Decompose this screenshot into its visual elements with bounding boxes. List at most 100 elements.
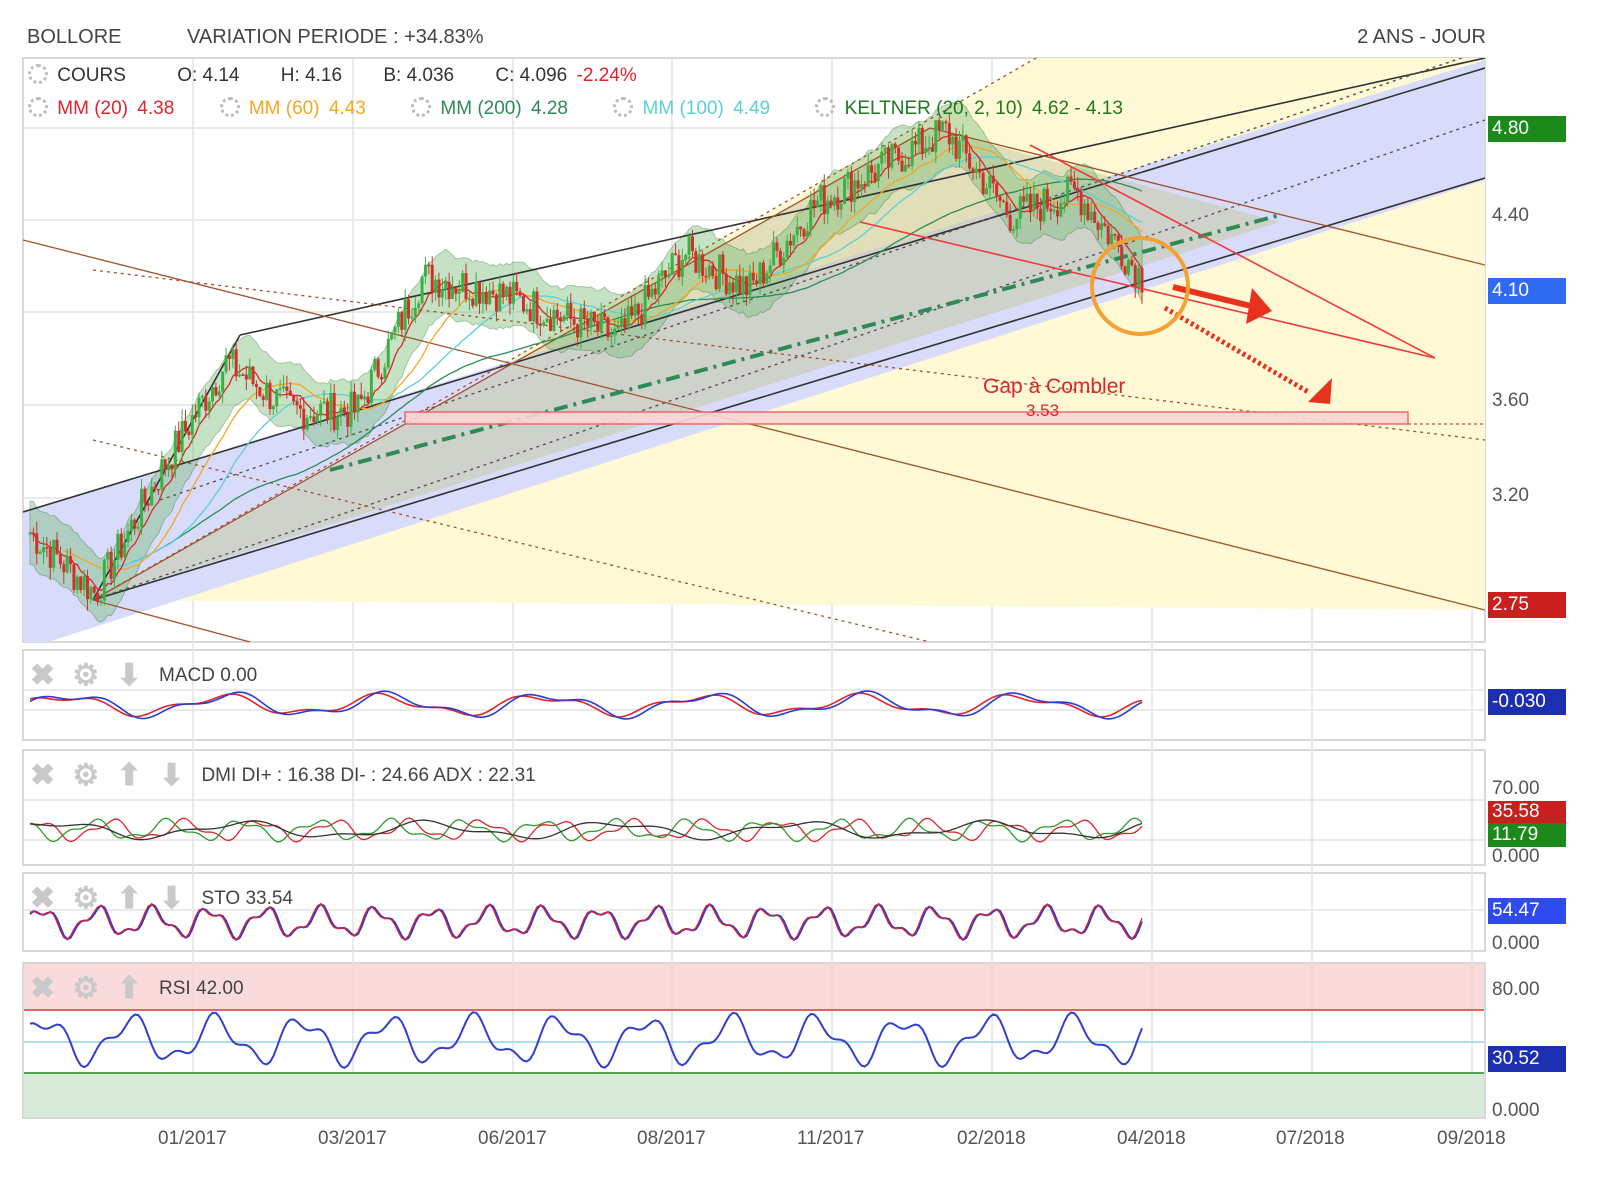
candle-body xyxy=(985,188,989,195)
candle-body xyxy=(633,303,637,316)
legend-indicators-row: MM (20) 4.38 MM (60) 4.43 MM (200) 4.28 … xyxy=(28,97,1127,120)
candle-body xyxy=(893,143,897,148)
candle-body xyxy=(613,328,617,336)
candle-body xyxy=(170,464,174,470)
candle-body xyxy=(1079,191,1083,216)
candle-body xyxy=(711,265,715,276)
candle-body xyxy=(413,307,417,317)
candle-body xyxy=(596,321,600,332)
candle-body xyxy=(572,318,576,325)
candle-body xyxy=(1103,223,1107,226)
x-tick: 04/2018 xyxy=(1117,1128,1186,1149)
candle-body xyxy=(133,519,137,529)
candle-body xyxy=(194,415,198,418)
gear-icon[interactable]: ⚙ xyxy=(72,882,100,915)
candle-body xyxy=(136,526,140,529)
candle-body xyxy=(859,184,863,189)
mm100-value: 4.49 xyxy=(733,98,771,119)
arrow-up-icon[interactable]: ⬆ xyxy=(116,759,142,792)
candle-body xyxy=(28,532,32,535)
price-tick: 4.40 xyxy=(1492,205,1529,226)
close-icon[interactable]: ✖ xyxy=(30,759,56,792)
symbol-title: BOLLORE xyxy=(27,26,122,48)
gear-icon[interactable] xyxy=(815,97,836,117)
arrow-up-icon[interactable]: ⬆ xyxy=(116,972,142,1005)
candle-body xyxy=(153,486,157,489)
candle-body xyxy=(849,171,853,203)
gear-icon[interactable] xyxy=(28,64,48,84)
sto-value: 33.54 xyxy=(245,888,293,909)
close-icon[interactable]: ✖ xyxy=(30,659,56,692)
candle-body xyxy=(481,292,485,304)
candle-body xyxy=(85,576,89,600)
candle-body xyxy=(62,564,66,573)
candle-body xyxy=(417,303,421,308)
rsi-tag: 30.52 xyxy=(1488,1046,1566,1072)
candle-body xyxy=(680,260,684,277)
arrow-up-icon[interactable]: ⬆ xyxy=(116,882,142,915)
candle-body xyxy=(1005,201,1009,215)
close-icon[interactable]: ✖ xyxy=(30,972,56,1005)
candle-body xyxy=(1096,222,1100,230)
candle-body xyxy=(822,185,826,215)
candle-body xyxy=(227,355,231,359)
candle-body xyxy=(396,311,400,327)
period-selector[interactable]: 2 ANS - JOUR xyxy=(1357,26,1486,48)
candle-body xyxy=(356,394,360,413)
rsi-tick-bottom: 0.000 xyxy=(1492,1100,1540,1121)
candle-body xyxy=(420,276,424,304)
candle-body xyxy=(1069,176,1073,182)
gear-icon[interactable]: ⚙ xyxy=(72,659,100,692)
candle-body xyxy=(545,318,549,323)
candle-body xyxy=(684,254,688,261)
candle-body xyxy=(647,284,651,297)
x-tick: 06/2017 xyxy=(478,1128,547,1149)
price-tag-last: 4.10 xyxy=(1488,278,1566,304)
x-tick: 02/2018 xyxy=(957,1128,1026,1149)
mm200-value: 4.28 xyxy=(530,98,568,119)
candle-body xyxy=(478,282,482,304)
candle-body xyxy=(805,230,809,237)
candle-body xyxy=(464,273,468,300)
candle-body xyxy=(734,275,738,293)
price-tag-low: 2.75 xyxy=(1488,592,1566,618)
candle-body xyxy=(393,326,397,333)
high-value: H: 4.16 xyxy=(280,65,343,86)
gear-icon[interactable]: ⚙ xyxy=(72,972,100,1005)
gear-icon[interactable]: ⚙ xyxy=(72,759,100,792)
gear-icon[interactable] xyxy=(219,97,240,117)
arrow-down-icon[interactable]: ⬇ xyxy=(159,759,185,792)
gear-icon[interactable] xyxy=(411,97,432,117)
candle-body xyxy=(72,564,76,590)
adx-line xyxy=(29,819,1143,841)
candle-body xyxy=(687,236,691,255)
candle-body xyxy=(329,393,333,420)
rsi-tick-top: 80.00 xyxy=(1492,979,1540,1000)
candle-body xyxy=(376,359,380,377)
candle-body xyxy=(930,147,934,152)
candle-body xyxy=(491,290,495,295)
candle-body xyxy=(454,288,458,294)
candle-body xyxy=(576,324,580,338)
arrow-down-icon[interactable]: ⬇ xyxy=(159,882,185,915)
arrow-down-icon[interactable]: ⬇ xyxy=(116,659,142,692)
candle-body xyxy=(1032,193,1036,211)
candle-body xyxy=(521,295,525,312)
candle-body xyxy=(366,396,370,404)
candle-body xyxy=(819,185,823,201)
gear-icon[interactable] xyxy=(613,97,634,117)
close-icon[interactable]: ✖ xyxy=(30,882,56,915)
candle-body xyxy=(281,386,285,389)
candle-body xyxy=(714,275,718,290)
candle-body xyxy=(106,552,110,560)
candle-body xyxy=(383,367,387,380)
candle-body xyxy=(244,374,248,380)
candle-body xyxy=(555,309,559,318)
candle-body xyxy=(119,533,123,558)
candle-body xyxy=(728,282,732,295)
gear-icon[interactable] xyxy=(28,97,48,117)
candle-body xyxy=(1123,266,1127,275)
close-value: C: 4.096 xyxy=(495,65,568,86)
candle-body xyxy=(981,172,985,195)
candle-body xyxy=(48,547,52,568)
